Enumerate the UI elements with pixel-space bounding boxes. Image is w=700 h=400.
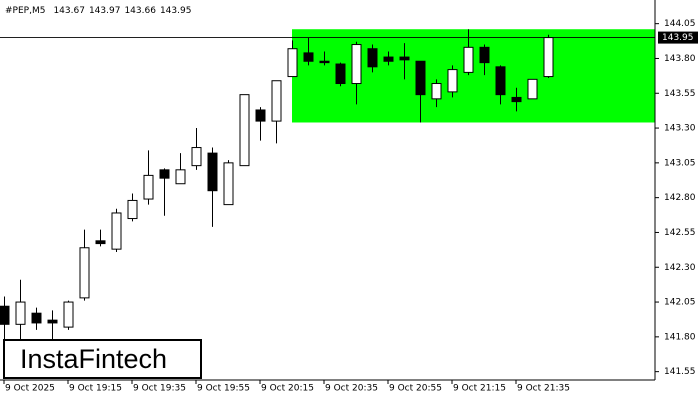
candle-body bbox=[239, 94, 250, 167]
y-tick-label: 141.80 bbox=[664, 332, 696, 342]
candle-body bbox=[495, 66, 506, 96]
y-tick-label: 142.80 bbox=[664, 193, 696, 203]
candle-body bbox=[127, 199, 138, 220]
candle-body bbox=[303, 52, 314, 62]
header-value: 143.66 bbox=[124, 6, 156, 16]
y-tick-label: 141.55 bbox=[664, 367, 696, 377]
chart-header: #PEP,M5 143.67 143.97 143.66 143.95 bbox=[5, 6, 191, 16]
candle-body bbox=[335, 63, 346, 85]
candle-body bbox=[175, 169, 186, 185]
candle-body bbox=[447, 69, 458, 93]
x-tick-label: 9 Oct 19:35 bbox=[133, 384, 186, 394]
candle-body bbox=[15, 301, 26, 325]
candle-body bbox=[159, 169, 170, 179]
x-tick-label: 9 Oct 20:35 bbox=[325, 384, 378, 394]
x-tick-label: 9 Oct 21:15 bbox=[453, 384, 506, 394]
candle-body bbox=[399, 56, 410, 61]
x-tick-label: 9 Oct 2025 bbox=[5, 384, 55, 394]
header-symbol: #PEP,M5 bbox=[5, 6, 45, 16]
candle-body bbox=[47, 319, 58, 324]
candle-body bbox=[207, 152, 218, 192]
candle-body bbox=[527, 78, 538, 100]
candle-body bbox=[63, 301, 74, 328]
y-tick-label: 144.05 bbox=[664, 19, 696, 29]
y-tick-label: 143.05 bbox=[664, 158, 696, 168]
y-tick-label: 142.55 bbox=[664, 228, 696, 238]
candle-body bbox=[191, 147, 202, 167]
last-price-box bbox=[658, 31, 698, 44]
y-tick-label: 142.05 bbox=[664, 298, 696, 308]
candle-body bbox=[351, 44, 362, 85]
x-tick-label: 9 Oct 19:55 bbox=[197, 384, 250, 394]
y-tick-label: 142.30 bbox=[664, 263, 696, 273]
header-value: 143.67 bbox=[53, 6, 85, 16]
y-tick-label: 143.30 bbox=[664, 124, 696, 134]
candle-body bbox=[95, 240, 106, 245]
x-tick-label: 9 Oct 21:35 bbox=[517, 384, 570, 394]
header-value: 143.95 bbox=[160, 6, 192, 16]
logo: InstaFintech bbox=[20, 344, 167, 374]
candle-body bbox=[431, 83, 442, 100]
candle-body bbox=[463, 46, 474, 73]
candle-body bbox=[255, 109, 266, 122]
x-tick-label: 9 Oct 19:15 bbox=[69, 384, 122, 394]
x-tick-label: 9 Oct 20:55 bbox=[389, 384, 442, 394]
candle-body bbox=[31, 312, 42, 324]
candle-body bbox=[287, 48, 298, 78]
candle-body bbox=[79, 247, 90, 299]
candle-body bbox=[271, 80, 282, 122]
y-tick-label: 143.55 bbox=[664, 89, 696, 99]
candle-body bbox=[383, 56, 394, 62]
candle-body bbox=[543, 37, 554, 78]
candle-body bbox=[143, 174, 154, 200]
candle-body bbox=[415, 60, 426, 96]
candle-body bbox=[367, 48, 378, 68]
header-value: 143.97 bbox=[89, 6, 121, 16]
candle-body bbox=[0, 305, 10, 325]
candle-body bbox=[223, 162, 234, 206]
logo-box bbox=[3, 339, 202, 379]
candle-body bbox=[479, 46, 490, 64]
pattern-zone bbox=[292, 29, 655, 123]
candle-body bbox=[511, 96, 522, 103]
x-tick-label: 9 Oct 20:15 bbox=[261, 384, 314, 394]
candle-body bbox=[111, 212, 122, 250]
candle-body bbox=[319, 60, 330, 64]
last-price-label: 143.95 bbox=[662, 33, 694, 43]
y-tick-label: 143.80 bbox=[664, 54, 696, 64]
